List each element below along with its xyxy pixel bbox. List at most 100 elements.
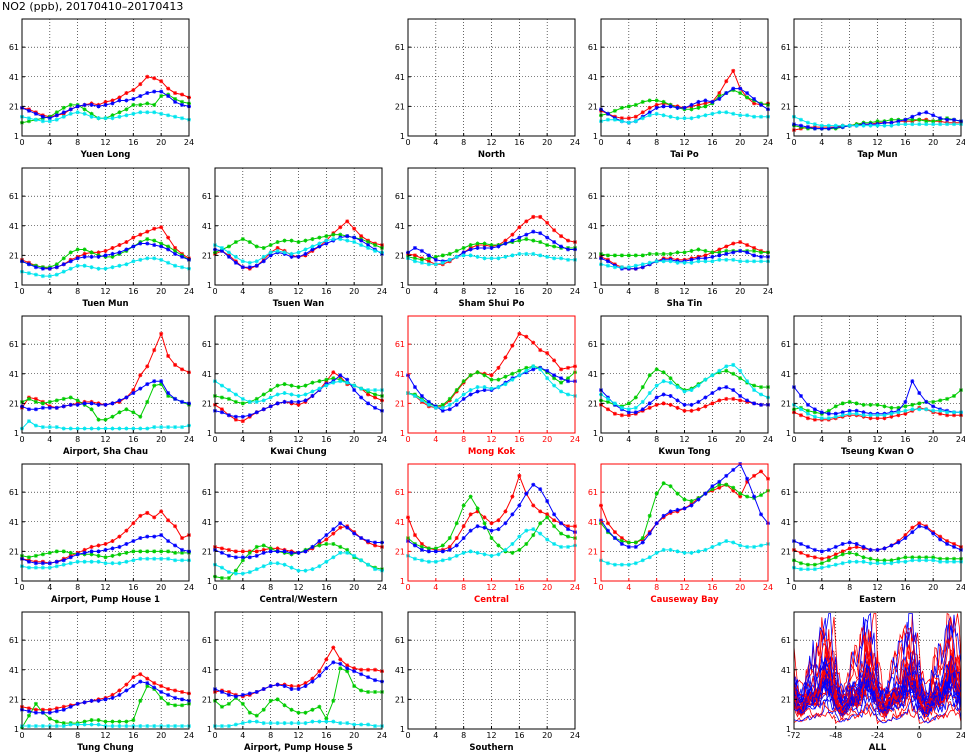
data-point bbox=[566, 392, 571, 397]
data-point bbox=[440, 558, 445, 563]
data-point bbox=[324, 657, 329, 662]
data-point bbox=[166, 692, 171, 697]
data-point bbox=[819, 565, 824, 570]
data-point bbox=[226, 724, 231, 729]
data-point bbox=[26, 108, 31, 113]
data-point bbox=[510, 343, 515, 348]
data-point bbox=[647, 391, 652, 396]
data-point bbox=[812, 410, 817, 415]
data-point bbox=[282, 391, 287, 396]
y-tick-label: 21 bbox=[202, 695, 212, 704]
x-tick-label: 16 bbox=[707, 435, 717, 444]
data-point bbox=[731, 388, 736, 393]
data-point bbox=[710, 111, 715, 116]
data-point bbox=[219, 410, 224, 415]
data-point bbox=[310, 244, 315, 249]
data-point bbox=[317, 719, 322, 724]
data-point bbox=[345, 380, 350, 385]
y-tick-label: 41 bbox=[9, 518, 19, 527]
all-series-line-blue bbox=[793, 612, 962, 702]
data-point bbox=[219, 724, 224, 729]
data-point bbox=[945, 396, 950, 401]
data-point bbox=[47, 561, 52, 566]
x-tick-label: 12 bbox=[293, 435, 303, 444]
data-point bbox=[868, 413, 873, 418]
data-point bbox=[254, 567, 259, 572]
data-point bbox=[366, 388, 371, 393]
x-tick-label: 8 bbox=[461, 583, 466, 592]
data-point bbox=[296, 721, 301, 726]
data-point bbox=[40, 724, 45, 729]
x-tick-label: 16 bbox=[128, 287, 138, 296]
data-point bbox=[696, 256, 701, 261]
data-point bbox=[345, 550, 350, 555]
x-tick-label: 12 bbox=[679, 583, 689, 592]
data-point bbox=[233, 568, 238, 573]
panel-title: Tsuen Wan bbox=[273, 299, 324, 309]
data-point bbox=[145, 676, 150, 681]
data-point bbox=[703, 404, 708, 409]
data-point bbox=[938, 398, 943, 403]
data-point bbox=[689, 499, 694, 504]
data-point bbox=[303, 247, 308, 252]
data-point bbox=[159, 382, 164, 387]
data-point bbox=[117, 724, 122, 729]
data-point bbox=[661, 251, 666, 256]
x-tick-label: 24 bbox=[184, 138, 194, 147]
data-point bbox=[324, 238, 329, 243]
series-line-blue bbox=[793, 525, 962, 552]
data-point bbox=[854, 559, 859, 564]
panel-title: Mong Kok bbox=[468, 447, 516, 457]
data-point bbox=[552, 358, 557, 363]
data-point bbox=[759, 402, 764, 407]
data-point bbox=[159, 684, 164, 689]
data-point bbox=[180, 367, 185, 372]
data-point bbox=[61, 269, 66, 274]
data-point bbox=[924, 399, 929, 404]
data-point bbox=[103, 541, 108, 546]
data-point bbox=[412, 253, 417, 258]
data-point bbox=[82, 559, 87, 564]
data-point bbox=[131, 88, 136, 93]
data-point bbox=[240, 396, 245, 401]
data-point bbox=[138, 513, 143, 518]
data-point bbox=[40, 707, 45, 712]
data-point bbox=[447, 257, 452, 262]
data-point bbox=[103, 116, 108, 121]
data-point bbox=[724, 251, 729, 256]
data-point bbox=[173, 396, 178, 401]
x-tick-label: 0 bbox=[598, 583, 603, 592]
data-point bbox=[461, 524, 466, 529]
data-point bbox=[275, 561, 280, 566]
data-point bbox=[275, 240, 280, 245]
data-point bbox=[538, 509, 543, 514]
data-point bbox=[103, 719, 108, 724]
x-tick-label: 24 bbox=[956, 435, 965, 444]
data-point bbox=[131, 111, 136, 116]
data-point bbox=[731, 86, 736, 91]
data-point bbox=[819, 561, 824, 566]
data-point bbox=[468, 373, 473, 378]
data-point bbox=[345, 234, 350, 239]
data-point bbox=[61, 404, 66, 409]
data-point bbox=[289, 565, 294, 570]
data-point bbox=[675, 105, 680, 110]
x-tick-label: 24 bbox=[570, 138, 580, 147]
data-point bbox=[640, 265, 645, 270]
data-point bbox=[138, 549, 143, 554]
panel-title: North bbox=[478, 150, 505, 160]
data-point bbox=[538, 253, 543, 258]
data-point bbox=[138, 110, 143, 115]
data-point bbox=[373, 405, 378, 410]
data-point bbox=[138, 536, 143, 541]
data-point bbox=[240, 265, 245, 270]
y-tick-label: 41 bbox=[781, 370, 791, 379]
data-point bbox=[268, 698, 273, 703]
data-point bbox=[131, 684, 136, 689]
data-point bbox=[117, 398, 122, 403]
data-point bbox=[310, 247, 315, 252]
data-point bbox=[433, 559, 438, 564]
data-point bbox=[640, 253, 645, 258]
data-point bbox=[426, 546, 431, 551]
